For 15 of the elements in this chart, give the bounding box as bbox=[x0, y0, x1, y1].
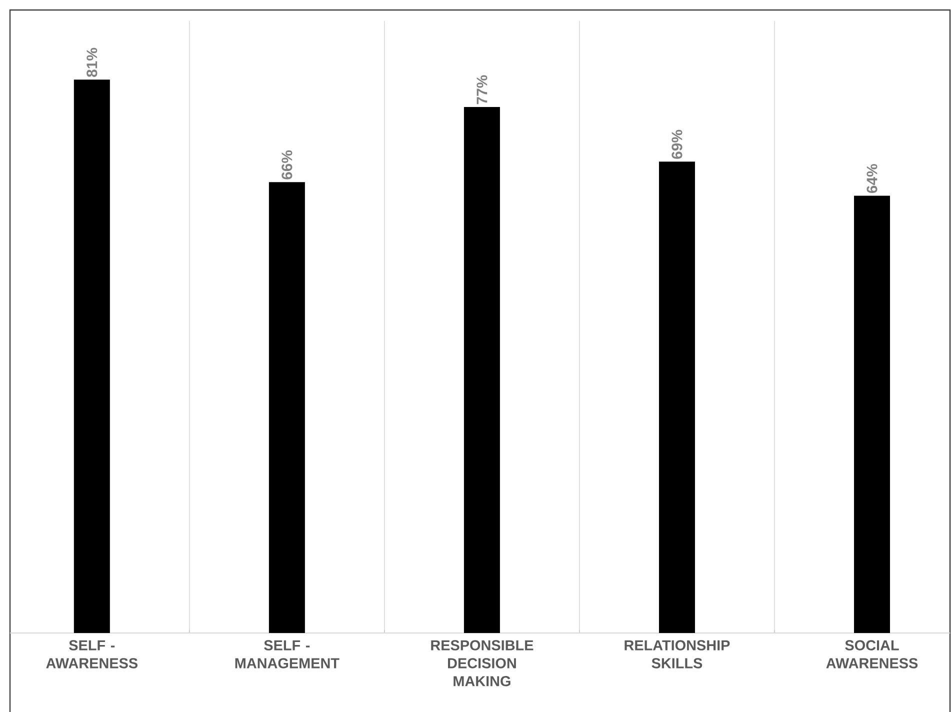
data-label: 77% bbox=[476, 75, 488, 104]
data-label: 81% bbox=[86, 48, 98, 77]
x-tick-label: RESPONSIBLE DECISION MAKING bbox=[431, 640, 534, 686]
data-label: 64% bbox=[866, 164, 878, 194]
bar bbox=[74, 80, 110, 633]
data-label: 66% bbox=[282, 150, 292, 180]
bar bbox=[854, 196, 890, 633]
x-tick-label: RELATIONSHIP SKILLS bbox=[624, 640, 730, 668]
data-label: 69% bbox=[672, 130, 682, 159]
bar bbox=[268, 182, 305, 633]
x-tick-label: SELF - MANAGEMENT bbox=[235, 640, 340, 668]
x-tick-label: SOCIAL AWARENESS bbox=[826, 640, 918, 668]
x-tick-label: SELF - AWARENESS bbox=[46, 640, 138, 668]
bar bbox=[464, 106, 500, 633]
bar bbox=[658, 162, 695, 633]
